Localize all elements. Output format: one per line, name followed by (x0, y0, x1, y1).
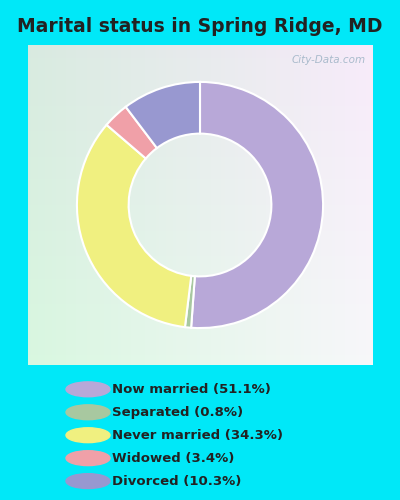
Text: City-Data.com: City-Data.com (292, 55, 366, 65)
Circle shape (66, 428, 110, 442)
Text: Now married (51.1%): Now married (51.1%) (112, 383, 271, 396)
Wedge shape (185, 276, 195, 328)
Wedge shape (106, 107, 157, 158)
Text: Never married (34.3%): Never married (34.3%) (112, 428, 283, 442)
Text: Widowed (3.4%): Widowed (3.4%) (112, 452, 234, 464)
Wedge shape (191, 82, 323, 328)
Text: Separated (0.8%): Separated (0.8%) (112, 406, 243, 419)
Circle shape (66, 450, 110, 466)
Circle shape (66, 405, 110, 419)
Wedge shape (126, 82, 200, 148)
Circle shape (66, 382, 110, 396)
Wedge shape (77, 125, 191, 327)
Circle shape (66, 474, 110, 488)
Text: Divorced (10.3%): Divorced (10.3%) (112, 474, 241, 488)
Text: Marital status in Spring Ridge, MD: Marital status in Spring Ridge, MD (17, 18, 383, 36)
